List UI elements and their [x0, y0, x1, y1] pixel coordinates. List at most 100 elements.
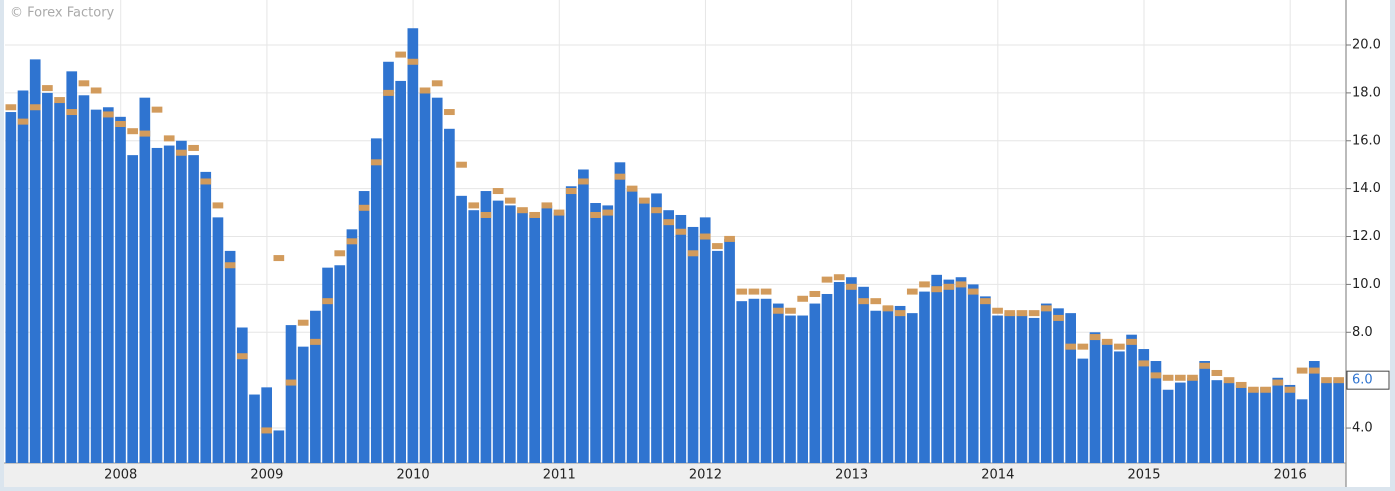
- forecast-marker: [127, 128, 138, 135]
- bar: [1211, 380, 1223, 463]
- bar: [504, 205, 516, 463]
- bar: [846, 277, 857, 463]
- y-tick-label: 20.0: [1352, 38, 1381, 53]
- bar: [310, 310, 321, 463]
- bar: [78, 95, 90, 463]
- bar: [821, 293, 833, 463]
- bar: [431, 97, 443, 463]
- forecast-marker: [1101, 338, 1113, 345]
- bar: [200, 171, 212, 463]
- bar: [249, 394, 260, 463]
- bar: [736, 301, 748, 463]
- forecast-marker: [1211, 369, 1223, 376]
- forecast-marker: [1028, 310, 1040, 317]
- forecast-marker: [1016, 310, 1028, 317]
- forecast-marker: [797, 295, 808, 302]
- forecast-marker: [407, 58, 419, 65]
- forecast-marker: [858, 298, 869, 305]
- forecast-marker: [200, 178, 212, 185]
- bar: [42, 92, 53, 464]
- bar: [1138, 349, 1150, 463]
- bar: [906, 313, 918, 463]
- bar: [163, 145, 175, 463]
- forecast-marker: [894, 310, 906, 317]
- bar: [590, 203, 601, 464]
- bar: [151, 147, 163, 463]
- forecast-marker: [809, 290, 821, 297]
- bar: [687, 226, 699, 463]
- forecast-marker: [712, 243, 723, 250]
- bar: [370, 138, 382, 463]
- forecast-marker: [1333, 377, 1344, 384]
- bar: [224, 250, 236, 463]
- forecast-marker: [1284, 386, 1296, 393]
- forecast-marker: [1174, 374, 1186, 381]
- bar: [54, 102, 65, 463]
- forecast-marker: [1126, 338, 1137, 345]
- forecast-marker: [517, 207, 528, 214]
- bar: [833, 282, 845, 463]
- y-tick-label: 12.0: [1352, 229, 1381, 244]
- forecast-marker: [821, 276, 833, 283]
- forecast-marker: [541, 202, 553, 209]
- bar: [602, 205, 614, 463]
- forecast-marker: [224, 262, 236, 269]
- bar: [1199, 361, 1210, 463]
- forecast-marker: [5, 104, 17, 111]
- forecast-marker: [236, 353, 248, 360]
- x-tick-label: 2016: [1274, 468, 1307, 483]
- bar: [297, 346, 309, 463]
- bar: [1004, 313, 1016, 463]
- bar: [1162, 389, 1174, 463]
- bar: [29, 59, 41, 464]
- bar: [139, 97, 151, 463]
- bar: [699, 217, 711, 463]
- forecast-marker: [590, 211, 601, 218]
- y-tick-label: 18.0: [1352, 85, 1381, 100]
- forecast-marker: [785, 307, 796, 314]
- bar: [675, 214, 687, 463]
- forecast-marker: [980, 298, 991, 305]
- bar: [541, 205, 553, 463]
- forecast-marker: [992, 307, 1003, 314]
- forecast-marker: [955, 281, 967, 288]
- bar: [1150, 361, 1162, 463]
- forecast-marker: [151, 106, 163, 113]
- bar: [176, 140, 187, 463]
- bar: [638, 198, 650, 463]
- y-tick-label: 4.0: [1352, 421, 1373, 436]
- bar: [383, 61, 394, 463]
- y-tick-label: 14.0: [1352, 181, 1381, 196]
- forecast-marker: [919, 281, 930, 288]
- bar: [492, 200, 504, 463]
- forecast-marker: [906, 288, 918, 295]
- bar: [529, 214, 540, 463]
- forecast-marker: [967, 288, 979, 295]
- bar: [1284, 384, 1296, 463]
- bar: [395, 80, 406, 463]
- bar: [419, 92, 431, 464]
- forecast-marker: [1321, 377, 1332, 384]
- forecast-marker: [626, 185, 638, 192]
- forecast-marker: [663, 219, 674, 226]
- forecast-marker: [383, 89, 394, 96]
- bar: [273, 430, 285, 463]
- current-value-label: 6.0: [1352, 373, 1373, 388]
- forecast-marker: [17, 118, 29, 125]
- bar: [1235, 384, 1247, 463]
- forecast-marker: [310, 338, 321, 345]
- forecast-marker: [444, 109, 455, 116]
- x-tick-label: 2009: [250, 468, 283, 483]
- forecast-marker: [456, 161, 467, 168]
- current-value-box: [1346, 370, 1390, 390]
- forecast-marker: [675, 228, 687, 235]
- forecast-marker: [772, 307, 784, 314]
- bar: [1053, 308, 1064, 463]
- forecast-marker: [1223, 377, 1235, 384]
- forecast-marker: [931, 286, 942, 293]
- forecast-marker: [261, 427, 272, 434]
- forecast-marker: [1162, 374, 1174, 381]
- bar: [358, 191, 370, 463]
- x-tick-label: 2013: [835, 468, 868, 483]
